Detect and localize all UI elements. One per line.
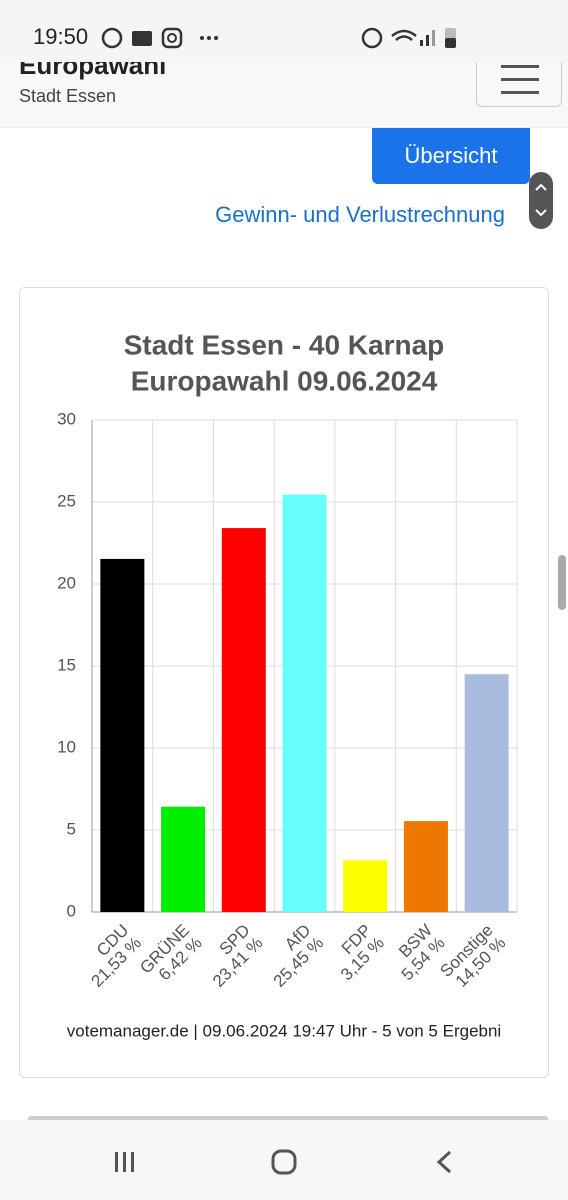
y-tick-label: 20 — [57, 573, 76, 592]
status-bar: 19:50 — [0, 0, 568, 62]
menu-button[interactable] — [476, 62, 562, 107]
scroll-handle[interactable] — [529, 172, 553, 229]
bar — [464, 674, 509, 912]
scrollbar — [558, 555, 566, 610]
y-tick-label: 15 — [57, 655, 76, 674]
card — [19, 287, 549, 1078]
back[interactable] — [436, 1150, 452, 1174]
system-icons — [361, 27, 456, 49]
chart-title: Europawahl 09.06.2024 — [131, 365, 438, 396]
y-tick-label: 30 — [57, 409, 76, 428]
home[interactable] — [271, 1149, 297, 1175]
chart: Stadt Essen - 40 Karnap Europawahl 09.06… — [57, 329, 518, 1040]
y-tick-label: 0 — [67, 901, 76, 920]
recent-apps[interactable] — [115, 1152, 134, 1172]
brand[interactable]: Europawahl — [19, 62, 167, 80]
bar — [343, 860, 388, 912]
chart-title: Stadt Essen - 40 Karnap — [124, 329, 445, 360]
navbar: Europawahl Stadt Essen — [0, 62, 568, 128]
chart-footer: votemanager.de | 09.06.2024 19:47 Uhr - … — [67, 1021, 501, 1040]
overview-button[interactable]: Übersicht — [372, 128, 530, 184]
y-tick-label: 25 — [57, 491, 76, 510]
status-icons — [101, 27, 218, 49]
bar — [161, 806, 206, 912]
subtitle: Stadt Essen — [19, 86, 117, 106]
nav-icons — [115, 1149, 452, 1175]
y-tick-label: 5 — [67, 819, 76, 838]
bar — [403, 821, 448, 912]
clock: 19:50 — [33, 24, 89, 49]
y-tick-label: 10 — [57, 737, 76, 756]
navigation-bar — [0, 1120, 568, 1200]
bar — [221, 528, 266, 912]
link[interactable]: Gewinn- und Verlustrechnung — [215, 202, 505, 227]
hamburger-icon — [501, 65, 539, 94]
bar — [100, 558, 145, 912]
next-card-edge — [28, 1116, 548, 1122]
bar — [282, 494, 327, 912]
